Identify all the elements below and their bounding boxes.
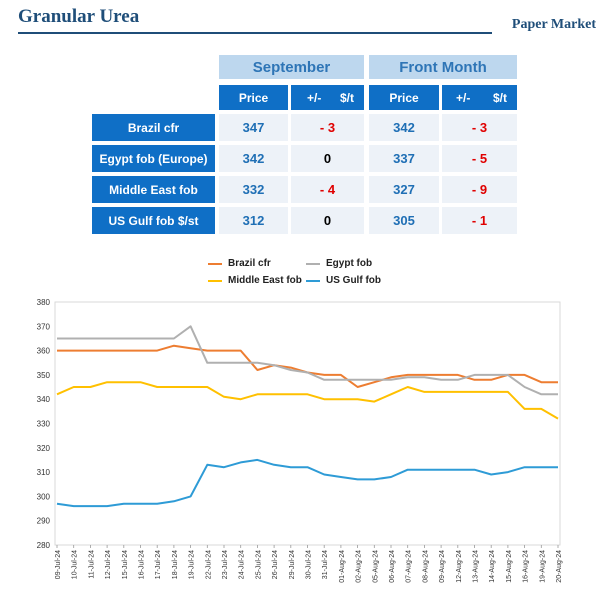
x-tick-label: 30-Jul-24 [306,550,313,579]
cell-egypt-sep-change: 0 [291,145,364,172]
x-tick-label: 18-Jul-24 [172,550,179,579]
x-tick-label: 06-Aug-24 [389,550,396,583]
x-tick-label: 16-Jul-24 [139,550,146,579]
subheader-sep-price: Price [219,85,288,110]
row-label-brazil: Brazil cfr [92,114,215,141]
subheader-front-change: +/- $/t [442,85,517,110]
x-tick-label: 14-Aug-24 [489,550,496,583]
x-tick-label: 19-Aug-24 [539,550,546,583]
cell-egypt-front-price: 337 [369,145,439,172]
x-tick-label: 12-Jul-24 [105,550,112,579]
x-tick-label: 13-Aug-24 [473,550,480,583]
series-line-egypt-fob [57,325,558,396]
x-tick-label: 20-Aug-24 [556,550,563,583]
subheader-sep-change-sign: +/- [307,90,322,105]
series-line-middle-east-fob [56,381,559,420]
cell-middle-east-front-price: 327 [369,176,439,203]
x-tick-label: 10-Jul-24 [72,550,79,579]
x-tick-label: 09-Jul-24 [55,550,62,579]
x-tick-label: 15-Jul-24 [122,550,129,579]
cell-us-gulf-front-change: - 1 [442,207,517,234]
page-title: Granular Urea [18,6,140,27]
y-tick-label: 360 [37,347,51,356]
subheader-sep-change-unit: $/t [339,90,354,105]
cell-middle-east-sep-change: - 4 [291,176,364,203]
subheader-front-change-sign: +/- [456,90,471,105]
y-tick-label: 290 [37,517,51,526]
page-header: Granular Urea Paper Market [18,6,596,36]
cell-brazil-front-change: - 3 [442,114,517,141]
x-tick-label: 15-Aug-24 [506,550,513,583]
x-tick-label: 12-Aug-24 [456,550,463,583]
legend-label-brazil: Brazil cfr [228,258,271,269]
y-tick-label: 310 [37,468,51,477]
y-tick-label: 340 [37,395,51,404]
legend-label-egypt: Egypt fob [326,258,373,269]
x-tick-label: 07-Aug-24 [406,550,413,583]
x-tick-label: 24-Jul-24 [239,550,246,579]
group-header-front-month: Front Month [369,55,517,79]
x-tick-label: 08-Aug-24 [422,550,429,583]
subheader-front-price: Price [369,85,439,110]
x-tick-label: 01-Aug-24 [339,550,346,583]
series-line-us-gulf-fob [56,458,558,508]
x-tick-label: 25-Jul-24 [255,550,262,579]
y-tick-label: 320 [37,444,51,453]
x-tick-label: 26-Jul-24 [272,550,279,579]
y-tick-label: 280 [37,541,51,550]
cell-brazil-sep-change: - 3 [291,114,364,141]
y-tick-label: 300 [37,492,51,501]
x-tick-label: 19-Jul-24 [189,550,196,579]
series-line-brazil-cfr [57,344,558,388]
cell-us-gulf-sep-price: 312 [219,207,288,234]
x-tick-label: 31-Jul-24 [322,550,329,579]
legend-swatch-egypt [306,263,320,265]
x-tick-label: 23-Jul-24 [222,550,229,579]
subheader-sep-change: +/- $/t [291,85,364,110]
y-tick-label: 330 [37,420,51,429]
legend-swatch-brazil [208,263,222,265]
row-label-middle-east: Middle East fob [92,176,215,203]
x-tick-label: 09-Aug-24 [439,550,446,583]
cell-middle-east-front-change: - 9 [442,176,517,203]
row-label-us-gulf: US Gulf fob $/st [92,207,215,234]
x-tick-label: 02-Aug-24 [356,550,363,583]
subheader-front-change-unit: $/t [492,90,507,105]
x-tick-label: 17-Jul-24 [155,550,162,579]
legend-label-middle-east: Middle East fob [228,275,302,286]
cell-us-gulf-front-price: 305 [369,207,439,234]
cell-brazil-front-price: 342 [369,114,439,141]
x-tick-label: 16-Aug-24 [523,550,530,583]
row-label-egypt: Egypt fob (Europe) [92,145,215,172]
x-tick-label: 22-Jul-24 [205,550,212,579]
legend-label-us-gulf: US Gulf fob [326,275,381,286]
title-rule [18,32,492,34]
y-tick-label: 370 [37,322,51,331]
y-tick-label: 380 [37,298,51,307]
cell-us-gulf-sep-change: 0 [291,207,364,234]
legend-swatch-us-gulf [306,280,320,282]
cell-brazil-sep-price: 347 [219,114,288,141]
group-header-september: September [219,55,364,79]
x-tick-label: 05-Aug-24 [372,550,379,583]
cell-middle-east-sep-price: 332 [219,176,288,203]
cell-egypt-sep-price: 342 [219,145,288,172]
cell-egypt-front-change: - 5 [442,145,517,172]
x-tick-label: 29-Jul-24 [289,550,296,579]
y-tick-label: 350 [37,371,51,380]
page-subtitle: Paper Market [511,17,596,32]
legend-swatch-middle-east [208,280,222,282]
x-tick-label: 11-Jul-24 [88,550,95,579]
